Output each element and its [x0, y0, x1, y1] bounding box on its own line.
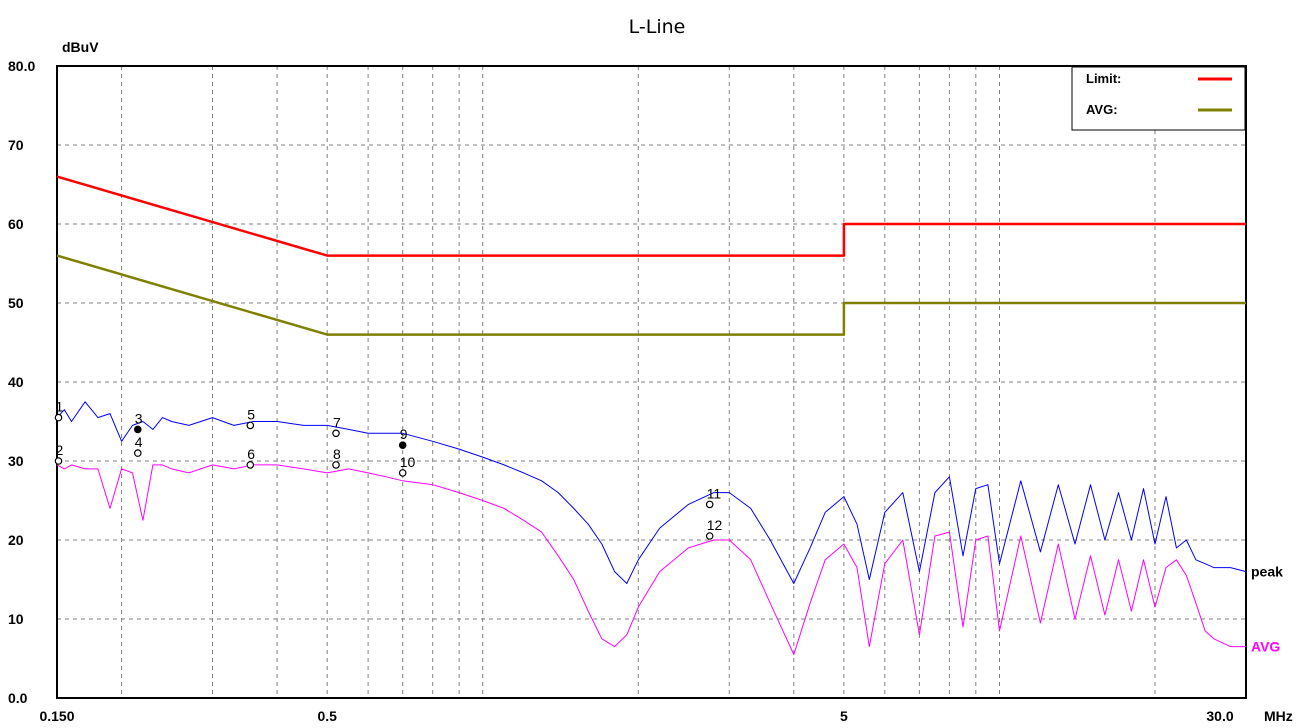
legend: Limit: AVG: [1071, 66, 1246, 131]
end-label: AVG [1251, 639, 1280, 655]
grid-lines [57, 66, 1246, 698]
marker-label: 7 [333, 414, 341, 430]
x-tick-labels: 0.150 0.5 5 30.0 [39, 708, 1233, 724]
series-line-avg [56, 254, 1246, 336]
marker-label: 2 [56, 442, 64, 458]
y-tick-label: 50 [8, 295, 24, 311]
marker-point [246, 421, 255, 430]
marker-point [332, 461, 340, 469]
marker-label: 3 [135, 410, 143, 426]
chart-title: L-Line [629, 16, 686, 38]
series-line-peak [56, 401, 1247, 584]
y-tick-label: 20 [8, 532, 24, 548]
marker-label: 10 [400, 454, 416, 470]
x-tick-label: 0.150 [39, 708, 74, 724]
marker-point [705, 500, 714, 509]
end-label: peak [1251, 564, 1283, 580]
marker-point [54, 457, 63, 465]
y-axis-label: dBuV [62, 39, 99, 55]
marker-point [246, 461, 255, 469]
y-tick-label: 70 [8, 137, 24, 153]
y-tick-label: 10 [8, 611, 24, 627]
series-line-avg [56, 464, 1246, 655]
series-line-limit [56, 175, 1246, 257]
x-tick-label: 0.5 [317, 708, 337, 724]
series-end-labels: peak AVG [1251, 564, 1283, 655]
marker-label: 8 [333, 446, 341, 462]
y-tick-label: 40 [8, 374, 24, 390]
y-tick-label: 80.0 [8, 58, 35, 74]
marker-point [398, 441, 407, 450]
x-axis-label: MHz [1264, 708, 1293, 724]
marker-label: 1 [56, 399, 64, 415]
marker-label: 4 [135, 434, 143, 450]
marker-label: 5 [247, 406, 255, 422]
y-tick-labels: 80.0 70 60 50 40 30 20 10 0.0 [8, 58, 35, 706]
series-lines [56, 175, 1247, 655]
marker-point [332, 429, 340, 438]
marker-label: 12 [707, 517, 723, 533]
marker-point [134, 425, 142, 434]
legend-label: Limit: [1086, 71, 1121, 86]
marker-label: 11 [707, 485, 722, 501]
marker-point [398, 469, 407, 477]
x-tick-label: 5 [840, 708, 848, 724]
marker-label: 6 [247, 446, 255, 462]
plot-frame [56, 65, 1247, 699]
marker-point [705, 532, 714, 540]
marker-label: 9 [400, 426, 408, 442]
marker-point [134, 449, 142, 457]
marker-point [54, 413, 63, 422]
y-tick-label: 60 [8, 216, 24, 232]
y-tick-label: 30 [8, 453, 24, 469]
x-tick-label: 30.0 [1206, 708, 1233, 724]
legend-label: AVG: [1086, 102, 1118, 117]
y-tick-label: 0.0 [8, 690, 28, 706]
